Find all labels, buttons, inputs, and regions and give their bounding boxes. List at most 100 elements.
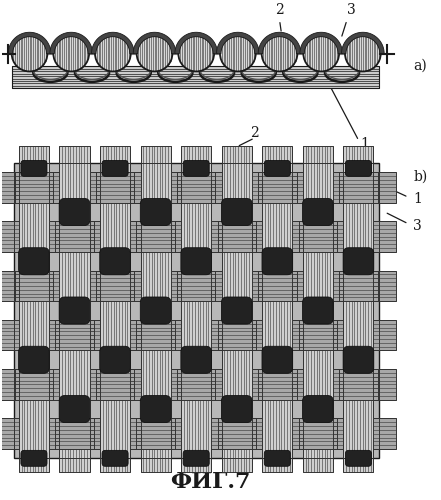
FancyBboxPatch shape <box>140 396 171 422</box>
Polygon shape <box>175 32 217 54</box>
FancyBboxPatch shape <box>303 396 333 422</box>
Bar <box>374 320 379 350</box>
Bar <box>303 146 333 162</box>
Bar <box>262 162 292 459</box>
Bar <box>379 369 396 400</box>
Bar <box>141 162 171 459</box>
Circle shape <box>137 36 172 72</box>
Bar <box>379 270 396 301</box>
Polygon shape <box>300 32 343 54</box>
Bar <box>15 369 53 400</box>
Bar <box>136 320 175 350</box>
Bar <box>222 162 252 459</box>
Text: 1: 1 <box>414 192 422 206</box>
Bar <box>130 270 141 301</box>
Circle shape <box>95 36 131 72</box>
Bar <box>379 418 396 449</box>
Bar <box>292 418 303 449</box>
Text: 1: 1 <box>360 137 369 151</box>
Bar <box>252 369 262 400</box>
FancyBboxPatch shape <box>59 198 90 226</box>
FancyBboxPatch shape <box>102 160 128 176</box>
FancyBboxPatch shape <box>262 346 293 374</box>
Bar <box>339 369 377 400</box>
Bar <box>90 222 100 252</box>
Bar <box>211 222 222 252</box>
Circle shape <box>11 36 47 72</box>
Bar <box>0 172 14 203</box>
Bar <box>258 270 296 301</box>
Bar <box>96 270 135 301</box>
Text: 2: 2 <box>275 3 284 17</box>
Bar <box>181 162 211 459</box>
Bar <box>374 369 379 400</box>
Bar <box>60 146 90 162</box>
Bar <box>258 369 296 400</box>
Bar <box>141 146 171 162</box>
FancyBboxPatch shape <box>181 346 212 374</box>
Bar <box>130 270 141 301</box>
FancyBboxPatch shape <box>345 450 371 466</box>
Text: 3: 3 <box>347 3 355 17</box>
Bar <box>299 320 337 350</box>
Bar <box>49 369 60 400</box>
Bar <box>292 320 303 350</box>
Bar <box>333 222 344 252</box>
Bar <box>49 418 60 449</box>
Bar <box>19 146 49 162</box>
Bar <box>19 162 49 459</box>
Bar <box>15 270 53 301</box>
Bar <box>141 162 171 459</box>
FancyBboxPatch shape <box>221 396 252 422</box>
Bar <box>181 146 211 162</box>
FancyBboxPatch shape <box>183 450 209 466</box>
Bar <box>90 270 100 301</box>
Bar <box>217 418 256 449</box>
Bar <box>0 418 14 449</box>
Bar <box>299 418 337 449</box>
Bar <box>211 418 222 449</box>
Bar <box>136 418 175 449</box>
Bar <box>141 458 171 472</box>
Bar <box>333 222 344 252</box>
Bar <box>96 172 135 203</box>
Bar <box>130 418 141 449</box>
Bar <box>292 369 303 400</box>
FancyBboxPatch shape <box>343 346 374 374</box>
Text: b): b) <box>414 170 428 183</box>
Bar <box>60 458 90 472</box>
Bar <box>374 222 379 252</box>
Bar <box>379 320 396 350</box>
Text: a): a) <box>414 58 427 72</box>
Bar <box>262 458 292 472</box>
Bar <box>303 162 333 459</box>
Bar <box>292 418 303 449</box>
Polygon shape <box>217 32 259 54</box>
Bar <box>0 172 14 203</box>
Bar <box>100 162 130 459</box>
Bar <box>49 418 60 449</box>
FancyBboxPatch shape <box>303 198 333 226</box>
Bar <box>49 222 60 252</box>
Bar <box>130 369 141 400</box>
Bar <box>49 320 60 350</box>
Bar <box>379 369 396 400</box>
Bar <box>55 222 94 252</box>
Bar <box>258 172 296 203</box>
Text: 3: 3 <box>414 219 422 233</box>
Bar <box>14 270 19 301</box>
Bar <box>252 222 262 252</box>
Bar <box>14 369 19 400</box>
Bar <box>49 172 60 203</box>
Bar <box>252 222 262 252</box>
Bar <box>222 458 252 472</box>
Bar <box>339 369 377 400</box>
Bar <box>136 418 175 449</box>
Bar <box>100 458 130 472</box>
Polygon shape <box>341 32 384 54</box>
FancyBboxPatch shape <box>100 346 131 374</box>
Bar <box>177 270 215 301</box>
Bar <box>49 369 60 400</box>
Bar <box>344 458 374 472</box>
Bar <box>333 270 344 301</box>
